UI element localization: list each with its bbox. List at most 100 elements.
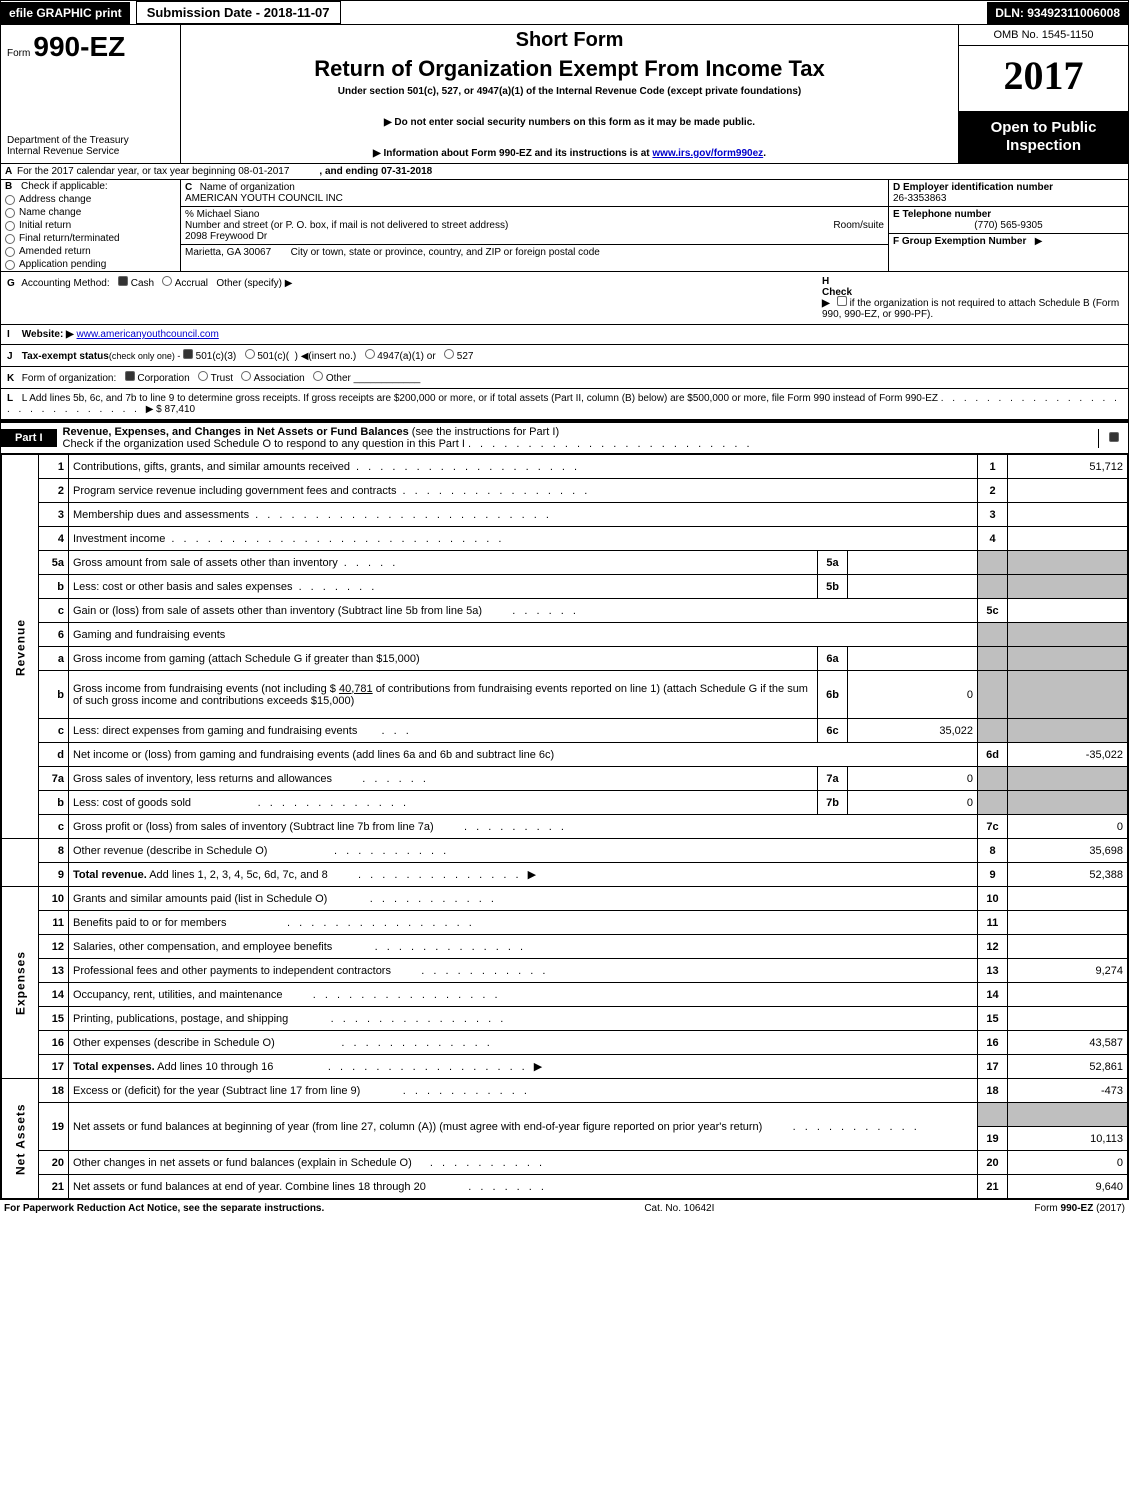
section-j: J Tax-exempt status(check only one) - 50…: [1, 345, 1128, 367]
checkbox-4947[interactable]: [365, 349, 375, 359]
checkbox-501c[interactable]: [245, 349, 255, 359]
amount-18: -473: [1008, 1079, 1128, 1103]
checkbox-501c3[interactable]: [183, 349, 193, 359]
expenses-side-label: Expenses: [2, 887, 39, 1079]
amount-6d: -35,022: [1008, 743, 1128, 767]
g-cash: Cash: [131, 278, 154, 289]
checkbox-other-org[interactable]: [313, 371, 323, 381]
table-row: bLess: cost or other basis and sales exp…: [2, 575, 1128, 599]
dept-line-1: Department of the Treasury: [7, 135, 174, 146]
amount-9: 52,388: [1008, 863, 1128, 887]
table-row: cGross profit or (loss) from sales of in…: [2, 815, 1128, 839]
b-label: Check if applicable:: [21, 181, 108, 192]
radio-cash[interactable]: [118, 276, 128, 286]
table-row: 11Benefits paid to or for members . . . …: [2, 911, 1128, 935]
checkbox-amended-return[interactable]: [5, 247, 15, 257]
amount-6c: 35,022: [848, 719, 978, 743]
g-other: Other (specify) ▶: [216, 278, 292, 289]
amount-5b: [848, 575, 978, 599]
checkbox-final-return[interactable]: [5, 234, 15, 244]
section-g-h: G Accounting Method: Cash Accrual Other …: [1, 272, 1128, 325]
table-row: 9Total revenue. Add lines 1, 2, 3, 4, 5c…: [2, 863, 1128, 887]
table-row: 16Other expenses (describe in Schedule O…: [2, 1031, 1128, 1055]
amount-15: [1008, 1007, 1128, 1031]
department-label: Department of the Treasury Internal Reve…: [7, 135, 174, 157]
info-pre: ▶ Information about Form 990-EZ and its …: [373, 148, 652, 159]
section-c: C Name of organization AMERICAN YOUTH CO…: [181, 180, 888, 271]
c-label: Name of organization: [200, 182, 295, 193]
table-row: 6Gaming and fundraising events: [2, 623, 1128, 647]
checkbox-h[interactable]: [837, 296, 847, 306]
amount-7a: 0: [848, 767, 978, 791]
line-a: AFor the 2017 calendar year, or tax year…: [1, 164, 1128, 180]
table-row: 7aGross sales of inventory, less returns…: [2, 767, 1128, 791]
l-arrow: ▶: [146, 404, 154, 415]
checkbox-address-change[interactable]: [5, 195, 15, 205]
dept-line-2: Internal Revenue Service: [7, 146, 174, 157]
form-990ez-page: efile GRAPHIC print Submission Date - 20…: [0, 0, 1129, 1200]
city-state-zip: Marietta, GA 30067: [185, 247, 271, 258]
efile-print-button[interactable]: efile GRAPHIC print: [1, 2, 130, 24]
instructions-link[interactable]: www.irs.gov/form990ez: [652, 148, 763, 159]
checkbox-trust[interactable]: [198, 371, 208, 381]
title-box: Short Form Return of Organization Exempt…: [181, 25, 958, 163]
amount-2: [1008, 479, 1128, 503]
website-link[interactable]: www.americanyouthcouncil.com: [77, 329, 219, 340]
b-item-0: Address change: [19, 194, 91, 205]
table-row: bGross income from fundraising events (n…: [2, 671, 1128, 719]
page-footer: For Paperwork Reduction Act Notice, see …: [0, 1200, 1129, 1217]
checkbox-association[interactable]: [241, 371, 251, 381]
checkbox-initial-return[interactable]: [5, 221, 15, 231]
checkbox-application-pending[interactable]: [5, 260, 15, 270]
table-row: 3Membership dues and assessments . . . .…: [2, 503, 1128, 527]
form-number: 990-EZ: [33, 31, 125, 62]
h-text: if the organization is not required to a…: [822, 298, 1119, 320]
return-title: Return of Organization Exempt From Incom…: [189, 56, 950, 82]
amount-21: 9,640: [1008, 1175, 1128, 1199]
room-label: Room/suite: [833, 220, 884, 231]
part-1-table: Revenue 1Contributions, gifts, grants, a…: [1, 454, 1128, 1199]
net-assets-side-label: Net Assets: [2, 1079, 39, 1199]
amount-6b: 0: [848, 671, 978, 719]
l-text: L Add lines 5b, 6c, and 7b to line 9 to …: [22, 393, 938, 404]
table-row: 15Printing, publications, postage, and s…: [2, 1007, 1128, 1031]
omb-number: OMB No. 1545-1150: [959, 25, 1128, 46]
addr-label: Number and street (or P. O. box, if mail…: [185, 220, 508, 231]
section-i: I Website: ▶ www.americanyouthcouncil.co…: [1, 325, 1128, 345]
table-row: bLess: cost of goods sold . . . . . . . …: [2, 791, 1128, 815]
table-row: 5aGross amount from sale of assets other…: [2, 551, 1128, 575]
g-accrual: Accrual: [175, 278, 208, 289]
d-label: D Employer identification number: [893, 182, 1124, 193]
l-amount: $ 87,410: [156, 404, 195, 415]
amount-7b: 0: [848, 791, 978, 815]
part-1-box: Part I: [1, 429, 57, 447]
radio-accrual[interactable]: [162, 276, 172, 286]
section-h: H Check ▶ if the organization is not req…: [822, 276, 1122, 320]
amount-16: 43,587: [1008, 1031, 1128, 1055]
org-name: AMERICAN YOUTH COUNCIL INC: [185, 193, 884, 204]
info-post: .: [763, 148, 766, 159]
checkbox-name-change[interactable]: [5, 208, 15, 218]
amount-7c: 0: [1008, 815, 1128, 839]
amount-6a: [848, 647, 978, 671]
table-row: 2Program service revenue including gover…: [2, 479, 1128, 503]
table-row: 8Other revenue (describe in Schedule O) …: [2, 839, 1128, 863]
f-label: F Group Exemption Number: [893, 236, 1026, 247]
table-row: 12Salaries, other compensation, and empl…: [2, 935, 1128, 959]
tax-year: 2017: [959, 46, 1128, 111]
checkbox-corporation[interactable]: [125, 371, 135, 381]
right-box: OMB No. 1545-1150 2017 Open to Public In…: [958, 25, 1128, 163]
table-row: 21Net assets or fund balances at end of …: [2, 1175, 1128, 1199]
checkbox-527[interactable]: [444, 349, 454, 359]
part-1-header: Part I Revenue, Expenses, and Changes in…: [1, 421, 1128, 454]
amount-17: 52,861: [1008, 1055, 1128, 1079]
header-left: efile GRAPHIC print Submission Date - 20…: [1, 1, 341, 24]
b-item-2: Initial return: [19, 220, 71, 231]
g-label: Accounting Method:: [21, 278, 109, 289]
amount-14: [1008, 983, 1128, 1007]
amount-10: [1008, 887, 1128, 911]
amount-19: 10,113: [1008, 1127, 1128, 1151]
checkbox-part1-schedule-o[interactable]: [1109, 432, 1119, 442]
part-1-subtitle: (see the instructions for Part I): [412, 426, 559, 438]
subtitle: Under section 501(c), 527, or 4947(a)(1)…: [189, 86, 950, 97]
